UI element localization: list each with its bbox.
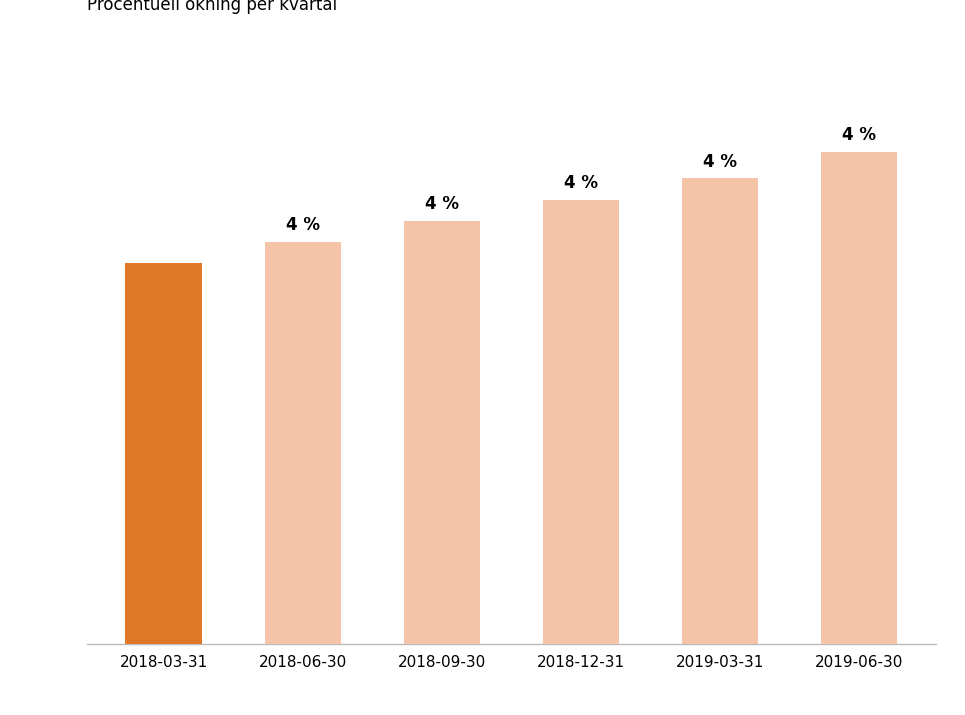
Text: 4 %: 4 %	[564, 174, 598, 192]
Bar	[125, 263, 202, 644]
Bar	[542, 199, 620, 644]
Text: Procentuell ökning per kvartal: Procentuell ökning per kvartal	[87, 0, 337, 14]
Bar	[682, 179, 758, 644]
Bar	[403, 221, 481, 644]
Text: 4 %: 4 %	[425, 194, 459, 213]
Text: 4 %: 4 %	[286, 216, 319, 234]
Point	[151, 633, 162, 642]
Point	[155, 633, 167, 642]
Text: 4 %: 4 %	[842, 126, 876, 144]
Bar	[821, 152, 897, 644]
Text: 4 %: 4 %	[703, 152, 737, 170]
Bar	[264, 242, 341, 644]
